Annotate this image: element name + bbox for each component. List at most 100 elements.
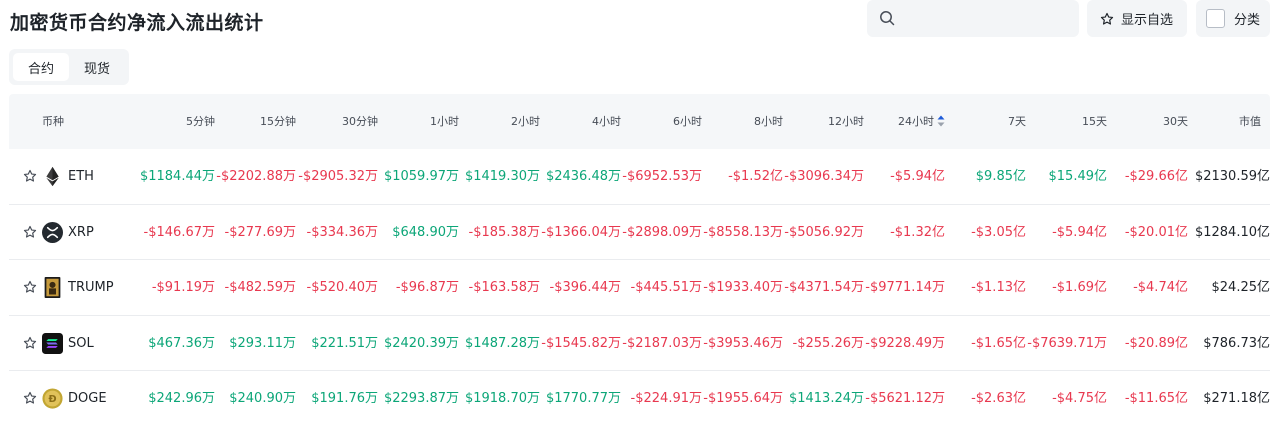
trump-icon [42,277,63,298]
search-box[interactable] [867,0,1079,37]
coin-symbol[interactable]: SOL [68,335,94,351]
sol-icon [42,332,63,354]
column-header-8h[interactable]: 8小时 [754,115,783,128]
flow-value-cell: -$29.66亿 [1124,169,1188,184]
table-row[interactable]: Ð DOGE $242.96万 $240.90万 $191.76万 $2293.87万 $1… [9,371,1270,422]
column-header-30d[interactable]: 30天 [1163,115,1188,128]
market-cap-cell: $1284.10亿 [1194,224,1270,240]
flow-value-cell: -$445.51万 [630,280,702,295]
market-cap-cell: $271.18亿 [1203,391,1270,406]
flow-value-cell: -$9228.49万 [865,335,945,351]
flow-value-cell: -$2187.03万 [622,335,702,351]
flow-value-cell: $1184.44万 [139,169,215,184]
flow-value-cell: -$2898.09万 [622,224,702,240]
flow-value-cell: -$163.58万 [468,280,540,295]
flow-value-cell: -$277.69万 [224,224,296,240]
flow-value-cell: $1770.77万 [545,391,621,406]
table-header: 币种 5分钟 15分钟 30分钟 1小时 2小时 4小时 6小时 8小时 12小… [9,94,1270,149]
flow-value-cell: $242.96万 [148,391,215,406]
flow-value-cell: $2293.87万 [383,391,459,406]
show-favorites-button[interactable]: 显示自选 [1087,0,1187,37]
page-title: 加密货币合约净流入流出统计 [10,12,264,34]
flow-value-cell: $221.51万 [311,335,378,351]
column-header-6h[interactable]: 6小时 [673,115,702,128]
flow-value-cell: -$185.38万 [468,224,540,240]
coin-symbol[interactable]: TRUMP [68,280,114,295]
flow-value-cell: -$1366.04万 [541,224,621,240]
favorite-star-icon[interactable] [23,225,37,239]
flow-value-cell: -$334.36万 [306,224,378,240]
coin-symbol[interactable]: ETH [68,169,94,184]
flow-value-cell: -$2905.32万 [298,169,378,184]
flow-value-cell: -$96.87万 [395,280,459,295]
favorite-star-icon[interactable] [23,336,37,350]
category-toggle[interactable]: 分类 [1196,0,1270,37]
category-checkbox[interactable] [1206,9,1225,28]
flow-value-cell: $467.36万 [148,335,215,351]
flow-value-cell: -$482.59万 [224,280,296,295]
search-icon [880,11,895,26]
favorite-star-icon[interactable] [23,391,37,405]
flow-value-cell: -$1.69亿 [1052,280,1107,295]
coin-symbol[interactable]: XRP [68,224,94,240]
flow-value-cell: -$4.74亿 [1133,280,1188,295]
table-row[interactable]: ETH $1184.44万 -$2202.88万 -$2905.32万 $1059.97… [9,149,1270,205]
column-header-30m[interactable]: 30分钟 [342,115,378,128]
flow-value-cell: -$1.13亿 [971,280,1026,295]
column-header-1h[interactable]: 1小时 [430,115,459,128]
star-outline-icon [1100,12,1114,25]
column-header-12h[interactable]: 12小时 [828,115,864,128]
flow-value-cell: -$91.19万 [151,280,215,295]
category-label: 分类 [1234,13,1261,28]
doge-icon: Ð [42,388,63,409]
flow-value-cell: -$9771.14万 [865,280,945,295]
flow-value-cell: $191.76万 [311,391,378,406]
xrp-icon [42,221,63,243]
column-header-24h[interactable]: 24小时 [869,94,945,149]
column-header-2h[interactable]: 2小时 [511,115,540,128]
flow-value-cell: -$20.01亿 [1124,224,1188,240]
market-cap-cell: $2130.59亿 [1194,169,1270,184]
column-header-4h[interactable]: 4小时 [592,115,621,128]
flow-value-cell: -$5621.12万 [865,391,945,406]
coin-symbol[interactable]: DOGE [68,391,107,406]
tab-futures[interactable]: 合约 [13,53,69,81]
flow-value-cell: -$224.91万 [630,391,702,406]
flow-value-cell: -$1.52亿 [728,169,783,184]
tab-spot[interactable]: 现货 [83,61,110,77]
flow-value-cell: -$8558.13万 [703,224,783,240]
column-header-coin[interactable]: 币种 [42,115,64,128]
flow-value-cell: $240.90万 [229,391,296,406]
flow-value-cell: -$255.26万 [792,335,864,351]
table-row[interactable]: SOL $467.36万 $293.11万 $221.51万 $2420.39万 $148… [9,316,1270,371]
flow-value-cell: $15.49亿 [1048,169,1108,184]
flow-value-cell: -$1955.64万 [703,391,783,406]
flow-value-cell: -$2.63亿 [971,391,1026,406]
market-type-tabs: 合约 现货 [9,49,129,85]
flow-value-cell: -$6952.53万 [622,169,702,184]
column-header-7d[interactable]: 7天 [1008,115,1026,128]
flow-value-cell: -$1545.82万 [541,335,621,351]
table-row[interactable]: XRP -$146.67万 -$277.69万 -$334.36万 $648.90万 -$… [9,205,1270,260]
column-header-market-cap[interactable]: 市值 [1239,115,1261,128]
market-cap-cell: $24.25亿 [1211,280,1271,295]
eth-icon [42,166,63,187]
flow-value-cell: -$11.65亿 [1124,391,1188,406]
net-flow-table: 币种 5分钟 15分钟 30分钟 1小时 2小时 4小时 6小时 8小时 12小… [9,94,1270,422]
flow-value-cell: -$3953.46万 [703,335,783,351]
flow-value-cell: -$7639.71万 [1027,335,1107,351]
column-header-5m[interactable]: 5分钟 [186,115,215,128]
flow-value-cell: -$146.67万 [143,224,215,240]
flow-value-cell: $1918.70万 [464,391,540,406]
column-header-15d[interactable]: 15天 [1082,115,1107,128]
search-input[interactable] [905,6,1070,31]
flow-value-cell: -$1.32亿 [890,224,945,240]
flow-value-cell: $1419.30万 [464,169,540,184]
table-body: ETH $1184.44万 -$2202.88万 -$2905.32万 $1059.97… [9,149,1270,422]
table-row[interactable]: TRUMP -$91.19万 -$482.59万 -$520.40万 -$96.87万 -… [9,260,1270,316]
favorite-star-icon[interactable] [23,280,37,294]
column-header-24h-label: 24小时 [898,115,934,128]
column-header-15m[interactable]: 15分钟 [260,115,296,128]
favorite-star-icon[interactable] [23,169,37,183]
flow-value-cell: -$3.05亿 [971,224,1026,240]
